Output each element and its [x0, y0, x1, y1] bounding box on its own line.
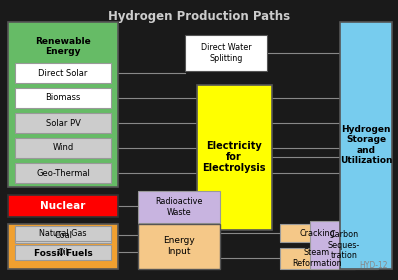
Bar: [185, 35, 267, 71]
Text: Energy
Input: Energy Input: [163, 237, 195, 256]
Text: HYD-12: HYD-12: [359, 261, 388, 270]
Bar: [138, 224, 220, 269]
Text: Nuclear: Nuclear: [40, 201, 86, 211]
Text: Cracking: Cracking: [299, 228, 335, 237]
Bar: [280, 224, 355, 242]
Bar: [310, 221, 378, 269]
Bar: [138, 191, 220, 223]
Text: Steam
Reformation: Steam Reformation: [292, 248, 342, 267]
Text: Electricity
for
Electrolysis: Electricity for Electrolysis: [202, 141, 266, 173]
Text: Fossil Fuels: Fossil Fuels: [33, 249, 92, 258]
Text: Wind: Wind: [53, 143, 74, 153]
Text: Natural Gas: Natural Gas: [39, 229, 87, 238]
Bar: [15, 245, 111, 260]
Bar: [340, 22, 392, 269]
Text: Direct Water
Splitting: Direct Water Splitting: [201, 43, 251, 62]
Bar: [15, 88, 111, 108]
Text: Radioactive
Waste: Radioactive Waste: [155, 197, 203, 216]
Bar: [8, 22, 118, 187]
Bar: [8, 195, 118, 217]
Text: Geo-Thermal: Geo-Thermal: [36, 169, 90, 178]
Bar: [15, 63, 111, 83]
Text: Hydrogen
Storage
and
Utilization: Hydrogen Storage and Utilization: [340, 125, 392, 165]
Bar: [15, 226, 111, 241]
Bar: [280, 248, 355, 269]
Text: Carbon
Seques-
tration: Carbon Seques- tration: [328, 230, 360, 260]
Text: Renewable
Energy: Renewable Energy: [35, 37, 91, 56]
Bar: [197, 85, 272, 230]
Text: Direct Solar: Direct Solar: [38, 69, 88, 78]
Bar: [15, 138, 111, 158]
Text: Hydrogen Production Paths: Hydrogen Production Paths: [108, 10, 290, 23]
Bar: [15, 113, 111, 133]
Text: Oil: Oil: [58, 248, 68, 257]
Bar: [15, 163, 111, 183]
Text: Solar PV: Solar PV: [45, 118, 80, 127]
Bar: [8, 224, 118, 269]
Bar: [15, 228, 111, 243]
Text: Biomass: Biomass: [45, 94, 81, 102]
Text: Coal: Coal: [54, 231, 72, 240]
